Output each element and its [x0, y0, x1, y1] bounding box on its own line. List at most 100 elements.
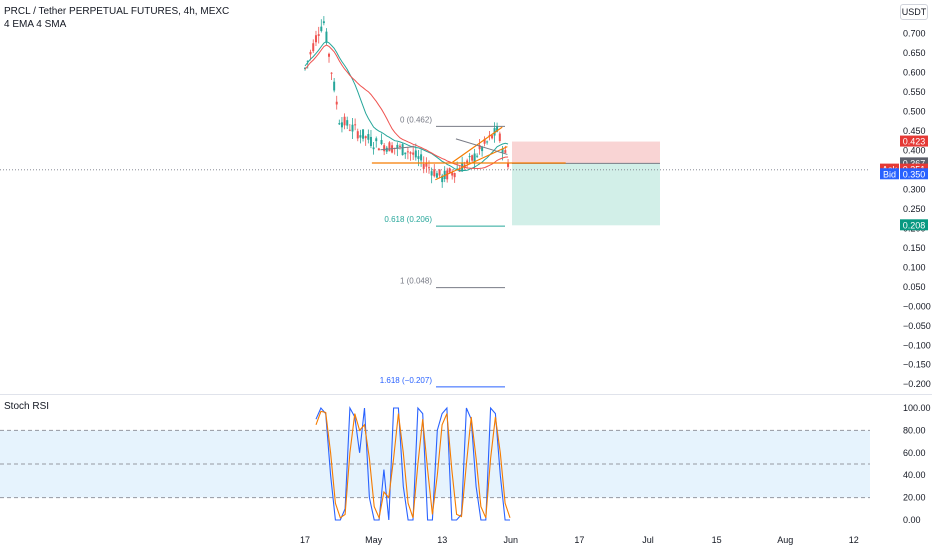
indicator-legend[interactable]: 4 EMA 4 SMA [4, 19, 67, 30]
candle-body [359, 135, 362, 138]
candle-body [412, 152, 415, 155]
candle-body [425, 163, 428, 167]
candle-body [498, 133, 501, 141]
candle-body [346, 120, 349, 126]
candle-body [367, 134, 370, 140]
take-profit-zone [512, 163, 660, 226]
candle-body [330, 72, 333, 74]
price-tick-label: −0.200 [903, 379, 931, 389]
candle-body [491, 135, 494, 139]
candle-body [312, 43, 315, 52]
candle-body [328, 53, 331, 57]
candle-body [414, 150, 417, 158]
stoch-rsi-lines [315, 406, 511, 521]
candle-body [401, 144, 404, 156]
candle-body [496, 126, 499, 132]
candle-body [383, 145, 386, 152]
candle-body [466, 160, 469, 164]
ema-line [304, 41, 509, 172]
candle-body [304, 67, 306, 69]
rsi-tick-label: 0.00 [903, 515, 921, 525]
time-tick-label: 12 [849, 535, 859, 545]
stop-loss-zone [512, 141, 660, 164]
bid-label-tag-bg [880, 168, 899, 180]
candle-body [428, 167, 431, 169]
price-tick-label: −0.100 [903, 340, 931, 350]
candle-body [441, 175, 444, 183]
candle-body [473, 153, 476, 162]
candle-body [322, 21, 325, 24]
price-axis[interactable]: 0.700 0.650 0.600 0.550 0.500 0.450 0.400 0.350… [903, 29, 931, 390]
price-tick-label: 0.100 [903, 262, 926, 272]
time-tick-label: 13 [437, 535, 447, 545]
stoch-rsi-title[interactable]: Stoch RSI [4, 401, 50, 412]
candle-body [380, 140, 383, 145]
position-zones [512, 141, 660, 226]
candle-body [335, 101, 338, 105]
rsi-tick-label: 20.00 [903, 493, 926, 503]
target-price-tag-bg [900, 219, 928, 231]
candle-body [438, 169, 441, 176]
currency-unit-button[interactable]: USDT [900, 4, 928, 20]
candle-body [356, 131, 359, 139]
candle-body [333, 81, 336, 91]
channel-drawing [371, 126, 566, 181]
candle-body [343, 116, 346, 126]
stoch-d-line [315, 410, 511, 520]
fib-label: 0.618 (0.206) [384, 215, 432, 224]
price-tick-label: 0.650 [903, 48, 926, 58]
candle-body [448, 168, 451, 173]
bid-label-tag: Bid [883, 169, 896, 179]
candle-body [504, 150, 507, 153]
bid-price-tag: 0.350 [903, 169, 926, 179]
resistance-line [380, 146, 415, 151]
candle-body [362, 129, 365, 139]
candle-body [314, 35, 317, 43]
time-tick-label: May [365, 535, 383, 545]
candle-body [478, 145, 481, 150]
candle-body [435, 173, 438, 178]
target-price-tag: 0.208 [903, 220, 926, 230]
bid-price-tag-bg [900, 168, 928, 180]
candle-body [422, 163, 425, 169]
candle-body [483, 138, 486, 144]
channel-upper-line [452, 126, 503, 163]
price-tick-label: −0.000 [903, 301, 931, 311]
price-tick-label: 0.400 [903, 146, 926, 156]
candle-body [417, 156, 420, 159]
grid [0, 169, 932, 395]
candle-body [317, 34, 320, 36]
rsi-tick-label: 80.00 [903, 425, 926, 435]
rsi-axis[interactable]: 100.00 80.00 60.00 40.00 20.00 0.00 [903, 403, 931, 525]
candle-body [433, 169, 436, 177]
time-tick-label: Jun [504, 535, 519, 545]
time-axis[interactable]: 17 May 13 Jun 17 Jul 15 Aug 12 [300, 535, 859, 545]
channel-lower-line [435, 146, 508, 181]
candle-body [409, 152, 412, 154]
price-tick-label: −0.150 [903, 360, 931, 370]
candle-body [385, 147, 388, 152]
candle-body [451, 172, 454, 176]
rsi-tick-label: 60.00 [903, 448, 926, 458]
price-tick-label: 0.550 [903, 87, 926, 97]
candle-body [396, 144, 399, 149]
candle-body [507, 162, 510, 167]
candle-body [420, 154, 423, 161]
fib-levels: 0 (0.462) 0.618 (0.206) 1 (0.048) 1.618 (−0… [380, 115, 505, 388]
fib-label: 0 (0.462) [400, 115, 432, 124]
candle-body [476, 155, 479, 157]
price-tick-label: −0.050 [903, 321, 931, 331]
chart-title: PRCL / Tether PERPETUAL FUTURES, 4h, MEX… [4, 6, 230, 17]
candle-body [388, 142, 391, 152]
candle-body [364, 136, 367, 139]
moving-averages [304, 41, 509, 172]
price-tick-label: 0.150 [903, 243, 926, 253]
candles [304, 16, 510, 188]
candle-body [398, 145, 401, 147]
price-tick-label: 0.250 [903, 204, 926, 214]
candle-body [471, 155, 474, 161]
rsi-tick-label: 100.00 [903, 403, 931, 413]
price-tick-label: 0.700 [903, 29, 926, 39]
